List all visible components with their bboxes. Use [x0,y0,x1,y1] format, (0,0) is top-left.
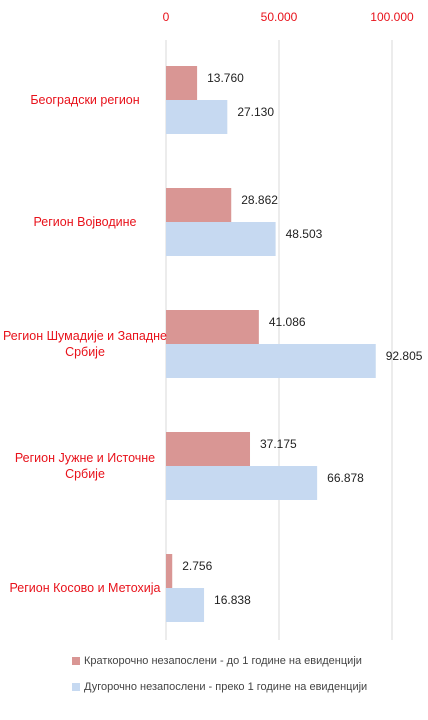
bar [166,310,259,344]
data-label: 2.756 [182,559,212,573]
data-label: 13.760 [207,71,244,85]
category-label: Регион Војводине [33,215,137,229]
bar [166,222,276,256]
bar [166,344,376,378]
data-label: 27.130 [237,105,274,119]
category-label: Регион Јужне и Источне Србије [14,451,156,481]
data-label: 48.503 [286,227,323,241]
legend-swatch [72,683,80,691]
x-tick-label: 100.000 [370,10,414,24]
legend-label: Дугорочно незапослени - преко 1 године н… [84,681,368,693]
legend-swatch [72,657,80,665]
legend-label: Краткорочно незапослени - до 1 године на… [84,655,362,667]
data-label: 41.086 [269,315,306,329]
legend-item: Краткорочно незапослени - до 1 године на… [72,655,362,667]
x-tick-label: 0 [163,10,170,24]
category-label: Регион Косово и Метохија [9,581,161,595]
category-label: Регион Шумадије и Западне Србије [2,329,168,359]
data-label: 28.862 [241,193,278,207]
data-label: 66.878 [327,471,364,485]
bar [166,554,173,588]
bar [166,188,232,222]
x-tick-label: 50.000 [261,10,298,24]
legend-item: Дугорочно незапослени - преко 1 године н… [72,681,367,693]
category-label: Београдски регион [30,93,140,107]
bar [166,466,318,500]
bar [166,66,198,100]
data-label: 37.175 [260,437,297,451]
data-label: 92.805 [386,349,423,363]
bar [166,432,251,466]
data-label: 16.838 [214,593,251,607]
bar [166,100,228,134]
bar [166,588,205,622]
